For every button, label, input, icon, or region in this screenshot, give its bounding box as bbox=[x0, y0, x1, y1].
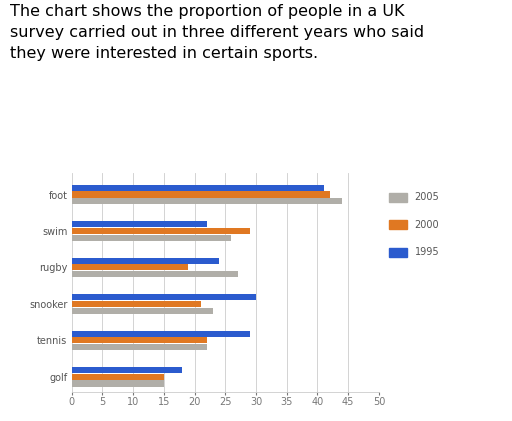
Bar bbox=[72, 234, 231, 240]
Bar bbox=[72, 264, 188, 271]
Bar bbox=[72, 368, 182, 373]
Text: 1995: 1995 bbox=[415, 247, 439, 257]
Bar bbox=[72, 374, 164, 380]
Bar bbox=[72, 258, 219, 264]
Bar bbox=[72, 221, 207, 227]
Text: 2005: 2005 bbox=[415, 192, 439, 203]
Bar bbox=[72, 294, 256, 301]
Bar bbox=[72, 271, 238, 277]
Bar bbox=[72, 344, 207, 350]
Bar bbox=[72, 192, 330, 197]
Bar bbox=[72, 301, 201, 307]
Text: The chart shows the proportion of people in a UK
survey carried out in three dif: The chart shows the proportion of people… bbox=[10, 4, 424, 61]
Bar bbox=[72, 381, 164, 386]
Text: 2000: 2000 bbox=[415, 220, 439, 230]
Bar bbox=[72, 331, 250, 337]
Bar bbox=[72, 228, 250, 234]
Bar bbox=[72, 307, 213, 314]
Bar bbox=[72, 185, 324, 191]
Bar bbox=[72, 337, 207, 344]
Bar bbox=[72, 198, 342, 204]
